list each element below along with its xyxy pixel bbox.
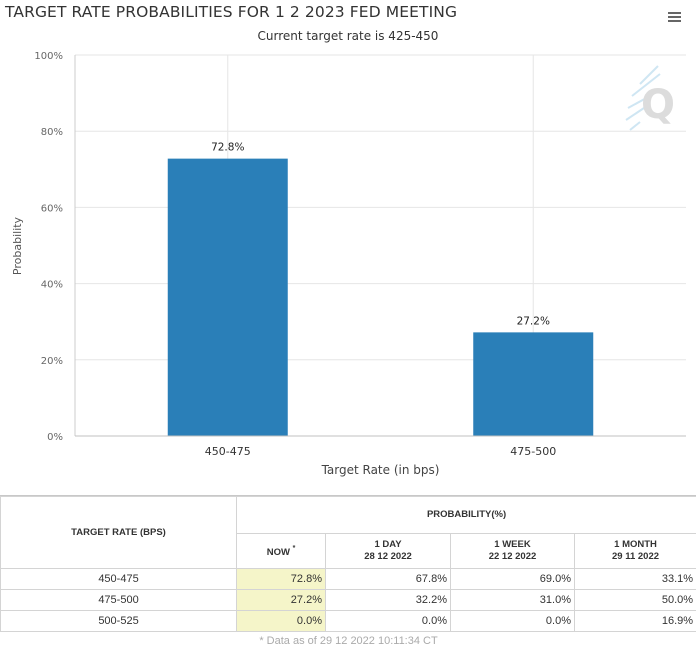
footnote-mark: * — [293, 545, 296, 552]
value-cell-now: 0.0% — [237, 611, 326, 632]
value-cell: 31.0% — [451, 590, 575, 611]
column-label: NOW — [267, 547, 290, 558]
probability-table: TARGET RATE (BPS) PROBABILITY(%) NOW * 1… — [0, 496, 696, 649]
y-tick-label: 60% — [41, 203, 63, 214]
chart-container: TARGET RATE PROBABILITIES FOR 1 2 2023 F… — [0, 0, 696, 490]
rate-cell: 500-525 — [1, 611, 237, 632]
value-cell: 69.0% — [451, 569, 575, 590]
y-tick-label: 20% — [41, 356, 63, 367]
column-date: 29 11 2022 — [575, 551, 696, 563]
column-date: 28 12 2022 — [326, 551, 450, 563]
x-tick-label: 450-475 — [205, 445, 251, 458]
y-tick-label: 0% — [47, 432, 63, 443]
column-date: 22 12 2022 — [451, 551, 574, 563]
y-tick-label: 100% — [34, 51, 63, 62]
x-axis-title: Target Rate (in bps) — [321, 463, 440, 477]
y-axis-title: Probability — [11, 216, 24, 275]
bar — [473, 332, 593, 436]
table-row: 500-525 0.0% 0.0% 0.0% 16.9% — [1, 611, 696, 632]
column-label: 1 DAY — [326, 539, 450, 551]
y-tick-label: 80% — [41, 127, 63, 138]
table-row: 475-500 27.2% 32.2% 31.0% 50.0% — [1, 590, 696, 611]
column-header-now: NOW * — [237, 533, 326, 569]
bar-data-label: 72.8% — [211, 142, 244, 154]
bar-data-label: 27.2% — [517, 315, 550, 327]
target-rate-header: TARGET RATE (BPS) — [1, 497, 237, 569]
column-label: 1 WEEK — [451, 539, 574, 551]
value-cell: 67.8% — [326, 569, 451, 590]
rate-cell: 475-500 — [1, 590, 237, 611]
watermark-letter: Q — [641, 82, 675, 128]
value-cell: 0.0% — [451, 611, 575, 632]
bar — [168, 159, 288, 436]
value-cell: 33.1% — [575, 569, 696, 590]
y-tick-label: 40% — [41, 280, 63, 291]
value-cell-now: 72.8% — [237, 569, 326, 590]
data-timestamp-footnote: * Data as of 29 12 2022 10:11:34 CT — [1, 632, 696, 650]
rate-cell: 450-475 — [1, 569, 237, 590]
bar-chart-plot: Q 0% 20% 40% 60% 80% 100% 72.8% 450-475 27.2% 475-… — [0, 0, 696, 490]
column-label: 1 MONTH — [575, 539, 696, 551]
value-cell-now: 27.2% — [237, 590, 326, 611]
x-tick-label: 475-500 — [510, 445, 556, 458]
value-cell: 32.2% — [326, 590, 451, 611]
probability-header: PROBABILITY(%) — [237, 497, 696, 534]
value-cell: 0.0% — [326, 611, 451, 632]
value-cell: 16.9% — [575, 611, 696, 632]
value-cell: 50.0% — [575, 590, 696, 611]
probability-table-container: TARGET RATE (BPS) PROBABILITY(%) NOW * 1… — [0, 495, 696, 654]
table-row: 450-475 72.8% 67.8% 69.0% 33.1% — [1, 569, 696, 590]
